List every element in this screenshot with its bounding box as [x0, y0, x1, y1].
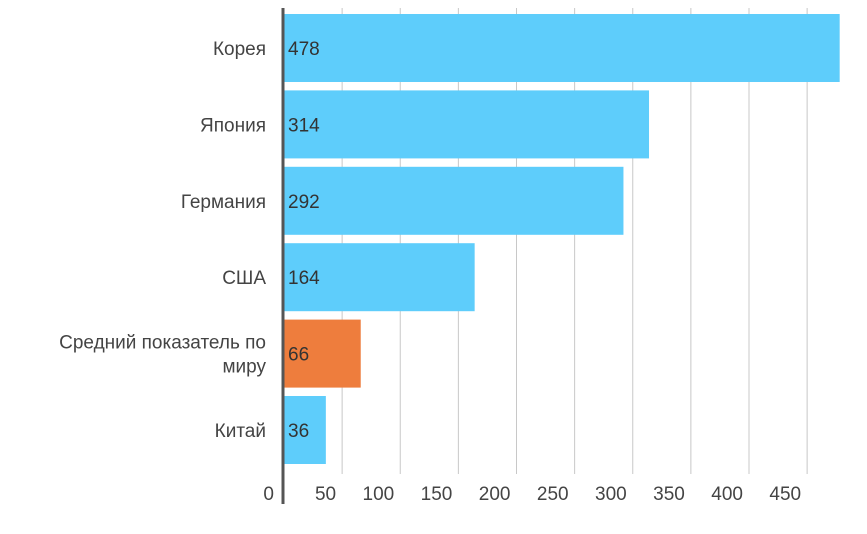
value-label-2: 292: [288, 192, 320, 213]
value-label-4: 66: [288, 345, 309, 366]
bar-2: [284, 166, 624, 235]
category-label-3: США: [222, 268, 266, 289]
x-tick-label-400: 400: [711, 484, 743, 505]
category-label-0: Корея: [213, 39, 266, 60]
bars: [284, 14, 840, 464]
x-tick-label-350: 350: [653, 484, 685, 505]
gridlines: [341, 8, 808, 474]
bar-1: [284, 90, 650, 159]
x-tick-label-50: 50: [315, 484, 336, 505]
x-tick-label-200: 200: [479, 484, 511, 505]
value-label-5: 36: [288, 421, 309, 442]
bar-5: [284, 396, 326, 464]
x-tick-label-300: 300: [595, 484, 627, 505]
x-tick-label-150: 150: [421, 484, 453, 505]
x-tick-label-250: 250: [537, 484, 569, 505]
value-label-1: 314: [288, 115, 320, 136]
category-label-5: Китай: [215, 421, 266, 442]
value-label-0: 478: [288, 39, 320, 60]
category-label-4-line-0: Средний показатель по: [59, 333, 266, 354]
value-label-3: 164: [288, 268, 320, 289]
x-tick-label-0: 0: [263, 484, 274, 505]
bar-4: [284, 319, 361, 388]
category-label-1: Япония: [200, 115, 266, 136]
category-label-4-line-1: миру: [222, 357, 266, 378]
x-tick-label-450: 450: [769, 484, 801, 505]
x-tick-label-100: 100: [363, 484, 395, 505]
category-labels: Корея Япония Германия США Средний показатель…: [59, 39, 266, 442]
x-tick-labels: 0 50 100 150 200 250 300 350 400 450: [263, 484, 801, 505]
bar-0: [284, 14, 840, 82]
category-label-2: Германия: [181, 192, 266, 213]
value-labels: 478 314 292 164 66 36: [288, 39, 320, 442]
bar-3: [284, 243, 475, 312]
